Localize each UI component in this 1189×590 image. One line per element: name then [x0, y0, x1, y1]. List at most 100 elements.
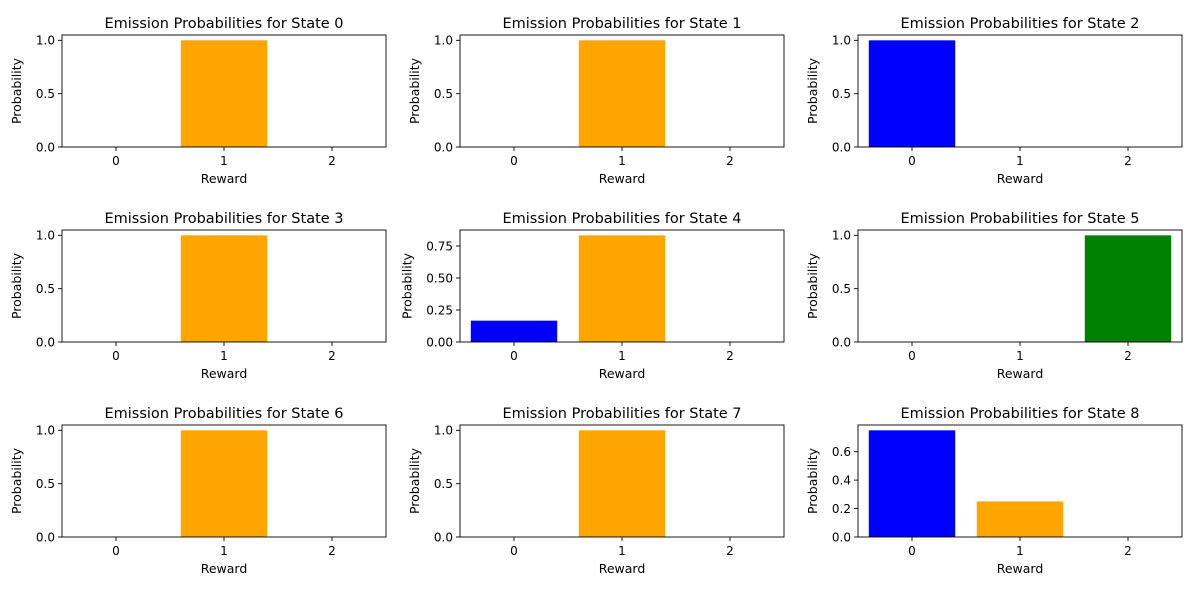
subplot-title: Emission Probabilities for State 4	[502, 211, 741, 227]
bar-reward-1	[180, 235, 268, 342]
x-tick-label: 0	[908, 544, 916, 558]
x-axis-label: Reward	[997, 561, 1044, 576]
bar-reward-1	[578, 40, 666, 148]
subplot-state-6: 0.0 0.5 1.0 0 1 2 Emission Probabilities for S…	[9, 406, 387, 576]
y-tick-label: 0.75	[426, 239, 453, 253]
x-tick-label: 1	[220, 544, 228, 558]
x-tick-label: 1	[1016, 349, 1024, 363]
x-tick-label: 0	[908, 349, 916, 363]
y-tick-label: 0.0	[832, 140, 851, 154]
x-tick-label: 0	[112, 154, 120, 168]
bar-reward-0	[470, 320, 558, 342]
subplot-title: Emission Probabilities for State 6	[104, 406, 343, 422]
x-tick-label: 1	[618, 544, 626, 558]
x-tick-label: 0	[510, 154, 518, 168]
subplot-state-7: 0.0 0.5 1.0 0 1 2 Emission Probabilities for S…	[407, 406, 785, 576]
subplot-title: Emission Probabilities for State 7	[502, 406, 741, 422]
y-tick-label: 0.0	[832, 335, 851, 349]
y-tick-label: 0.6	[832, 445, 851, 459]
y-tick-label: 0.5	[832, 282, 851, 296]
y-tick-label: 0.0	[832, 530, 851, 544]
x-axis-label: Reward	[599, 561, 646, 576]
x-tick-label: 0	[510, 544, 518, 558]
x-tick-label: 2	[1124, 544, 1132, 558]
subplot-title: Emission Probabilities for State 8	[900, 406, 1139, 422]
y-axis-label: Probability	[400, 252, 415, 319]
y-tick-label: 0.5	[36, 282, 55, 296]
x-tick-label: 1	[220, 349, 228, 363]
subplot-title: Emission Probabilities for State 1	[502, 16, 741, 32]
y-tick-label: 0.0	[434, 530, 453, 544]
y-tick-label: 0.2	[832, 502, 851, 516]
x-tick-label: 2	[328, 544, 336, 558]
subplot-state-2: 0.0 0.5 1.0 0 1 2 Emission Probabilities for S…	[805, 16, 1183, 186]
bar-reward-1	[180, 430, 268, 537]
x-axis-label: Reward	[997, 366, 1044, 381]
x-tick-label: 2	[726, 154, 734, 168]
y-axis-label: Probability	[9, 447, 24, 514]
x-axis-label: Reward	[201, 561, 248, 576]
bar-reward-1	[578, 235, 666, 342]
subplot-title: Emission Probabilities for State 5	[900, 211, 1139, 227]
y-tick-label: 1.0	[434, 34, 453, 48]
x-tick-label: 1	[220, 154, 228, 168]
y-tick-label: 0.5	[434, 477, 453, 491]
y-tick-label: 0.0	[36, 140, 55, 154]
y-tick-label: 1.0	[832, 229, 851, 243]
y-tick-label: 1.0	[434, 424, 453, 438]
x-tick-label: 1	[1016, 154, 1024, 168]
bar-reward-1	[578, 430, 666, 537]
bar-reward-2	[1084, 235, 1172, 342]
x-axis-label: Reward	[599, 171, 646, 186]
x-axis-label: Reward	[201, 366, 248, 381]
y-axis-label: Probability	[805, 57, 820, 124]
subplot-state-4: 0.00 0.25 0.50 0.75 0 1 2 Emission Probabilitie…	[400, 211, 785, 381]
y-tick-label: 0.00	[426, 335, 453, 349]
y-axis-label: Probability	[407, 57, 422, 124]
y-tick-label: 0.5	[832, 87, 851, 101]
x-tick-label: 2	[328, 349, 336, 363]
bar-reward-1	[976, 501, 1064, 537]
subplot-title: Emission Probabilities for State 2	[900, 16, 1139, 32]
y-axis-label: Probability	[805, 252, 820, 319]
x-tick-label: 2	[726, 349, 734, 363]
x-tick-label: 1	[1016, 544, 1024, 558]
y-axis-label: Probability	[407, 447, 422, 514]
subplot-state-8: 0.0 0.2 0.4 0.6 0 1 2 Emission Probabilities fo…	[805, 406, 1183, 576]
subplot-title: Emission Probabilities for State 3	[104, 211, 343, 227]
y-tick-label: 1.0	[36, 424, 55, 438]
y-tick-label: 0.0	[36, 335, 55, 349]
x-axis-label: Reward	[201, 171, 248, 186]
y-tick-label: 0.5	[36, 87, 55, 101]
y-tick-label: 0.5	[36, 477, 55, 491]
y-tick-label: 0.0	[36, 530, 55, 544]
subplot-state-3: 0.0 0.5 1.0 0 1 2 Emission Probabilities for S…	[9, 211, 387, 381]
subplot-state-5: 0.0 0.5 1.0 0 1 2 Emission Probabilities for S…	[805, 211, 1183, 381]
y-tick-label: 0.50	[426, 271, 453, 285]
x-tick-label: 2	[726, 544, 734, 558]
x-tick-label: 0	[112, 544, 120, 558]
y-tick-label: 0.0	[434, 140, 453, 154]
y-tick-label: 1.0	[832, 34, 851, 48]
y-tick-label: 1.0	[36, 34, 55, 48]
x-tick-label: 2	[328, 154, 336, 168]
y-axis-label: Probability	[9, 57, 24, 124]
x-tick-label: 0	[112, 349, 120, 363]
x-tick-label: 0	[510, 349, 518, 363]
y-tick-label: 0.4	[832, 473, 851, 487]
bar-reward-1	[180, 40, 268, 148]
subplot-state-0: 0.0 0.5 1.0 0 1 2 Emission Probabilities for S…	[9, 16, 387, 186]
x-axis-label: Reward	[997, 171, 1044, 186]
subplot-state-1: 0.0 0.5 1.0 0 1 2 Emission Probabilities for S…	[407, 16, 785, 186]
subplot-title: Emission Probabilities for State 0	[104, 16, 343, 32]
x-tick-label: 1	[618, 154, 626, 168]
x-tick-label: 1	[618, 349, 626, 363]
bar-reward-0	[868, 40, 956, 148]
x-tick-label: 0	[908, 154, 916, 168]
x-axis-label: Reward	[599, 366, 646, 381]
y-tick-label: 1.0	[36, 229, 55, 243]
y-axis-label: Probability	[805, 447, 820, 514]
y-tick-label: 0.25	[426, 303, 453, 317]
bar-reward-0	[868, 430, 956, 537]
